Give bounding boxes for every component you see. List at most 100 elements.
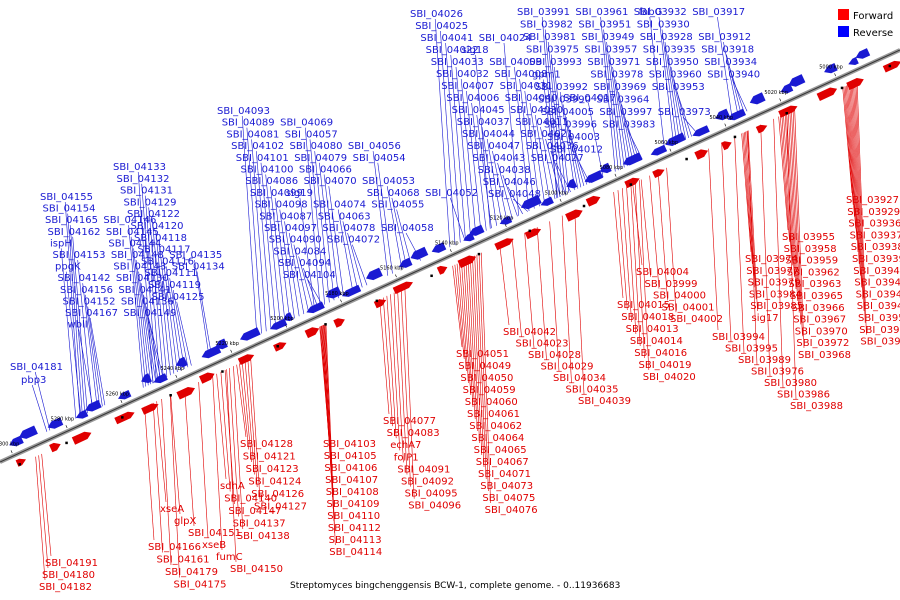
forward-leader-line: [239, 363, 250, 450]
forward-gene-label: SBI_03968: [798, 350, 851, 361]
forward-leader-line: [613, 192, 624, 299]
reverse-gene-label: SBI_04098: [255, 200, 308, 211]
reverse-leader-line: [377, 162, 393, 274]
reverse-gene-label: SBI_04040: [505, 93, 558, 104]
forward-gene-label: SBI_04064: [471, 433, 524, 444]
reverse-gene-arrow: [118, 390, 132, 400]
reverse-gene-label: SBI_04087: [259, 211, 312, 222]
forward-gene-label: SBI_04123: [246, 464, 299, 475]
forward-gene-label: SBI_04002: [670, 314, 723, 325]
reverse-gene-label: SBI_04074: [313, 200, 366, 211]
forward-gene-arrow: [49, 442, 61, 453]
forward-gene-label: SBI_04124: [248, 477, 301, 488]
forward-leader-line: [469, 257, 480, 444]
reverse-gene-label: SBI_04070: [304, 176, 357, 187]
forward-gene-label: SBI_04180: [42, 570, 95, 581]
forward-leader-line: [170, 394, 181, 515]
reverse-gene-label: SBI_03990: [538, 95, 591, 106]
reverse-leader-line: [547, 41, 564, 196]
scale-tick-label: 5280 kbp: [51, 417, 75, 423]
forward-gene-arrow: [694, 149, 708, 160]
reverse-leader-line: [82, 283, 98, 409]
forward-gene-label: SBI_04029: [541, 362, 594, 373]
reverse-leader-line: [307, 279, 323, 306]
forward-gene-label: sig17: [752, 313, 779, 324]
reverse-gene-label: SBI_04162: [48, 227, 101, 238]
forward-leader-line: [467, 258, 478, 432]
forward-leader-line: [458, 262, 469, 384]
forward-gene-label: SBI_03999: [645, 279, 698, 290]
forward-gene-label: SBI_03966: [792, 303, 845, 314]
reverse-gene-arrow: [85, 399, 102, 412]
forward-leader-line: [476, 254, 487, 480]
reverse-gene-label: ispH: [50, 238, 72, 249]
reverse-gene-label: SBI_04093: [217, 106, 270, 117]
forward-gene-arrow: [652, 169, 665, 178]
reverse-leader-line: [293, 244, 309, 313]
reverse-gene-arrow: [282, 312, 294, 322]
reverse-leader-line: [664, 41, 680, 143]
reverse-leader-line: [246, 127, 262, 334]
forward-leader-line: [478, 253, 489, 492]
forward-gene-label: SBI_04023: [516, 339, 569, 350]
forward-leader-line: [233, 366, 244, 530]
reverse-leader-line: [471, 102, 487, 231]
reverse-gene-label: SBI_04012: [550, 145, 603, 156]
forward-leader-line: [549, 221, 560, 372]
forward-gene-label: SBI_04092: [401, 477, 454, 488]
forward-gene-label: folP1: [394, 452, 419, 463]
forward-gene-label: SBI_04014: [630, 336, 683, 347]
scale-tick: [504, 224, 507, 228]
forward-leader-line: [379, 299, 390, 415]
reverse-leader-line: [148, 317, 164, 379]
reverse-gene-label: SBI_04032: [436, 69, 489, 80]
reverse-gene-label: SBI_03950: [646, 57, 699, 68]
forward-gene-label: SBI_04076: [485, 505, 538, 516]
reverse-leader-line: [172, 289, 189, 368]
reverse-leader-line: [606, 41, 622, 169]
scale-tick-label: 5180 kbp: [325, 291, 349, 297]
reverse-gene-label: SBI_04101: [236, 153, 289, 164]
forward-leader-line: [472, 256, 483, 456]
reverse-gene-arrow: [215, 338, 228, 350]
forward-gene-label: SBI_04108: [326, 487, 379, 498]
reverse-gene-label: SBI_04148: [111, 250, 164, 261]
forward-gene-arrow: [199, 372, 215, 384]
reverse-gene-label: SBI_04144: [108, 238, 161, 249]
forward-gene-label: SBI_03970: [795, 326, 848, 337]
reverse-gene-label: fabG: [639, 7, 663, 18]
reverse-leader-line: [165, 266, 182, 371]
forward-gene-label: SBI_04062: [469, 421, 522, 432]
reverse-gene-label: wblI: [68, 320, 88, 331]
forward-leader-line: [452, 265, 463, 348]
reverse-gene-label: SBI_04130: [116, 273, 169, 284]
reverse-gene-arrow: [824, 63, 838, 74]
reverse-leader-line: [270, 186, 286, 323]
reverse-gene-arrow: [153, 373, 168, 384]
forward-leader-line: [778, 116, 789, 231]
forward-gene-label: SBI_04050: [460, 373, 513, 384]
forward-leader-line: [743, 132, 754, 276]
reverse-gene-label: SBI_04122: [127, 209, 180, 220]
forward-gene-arrow: [141, 403, 159, 415]
scale-tick-label: 5080 kbp: [600, 165, 624, 171]
reverse-gene-label: SBI_04072: [327, 235, 380, 246]
reverse-gene-label: SBI_03973: [658, 107, 711, 118]
legend-reverse-label: Reverse: [853, 28, 893, 39]
legend-forward-swatch: [838, 9, 849, 20]
reverse-gene-label: SBI_04080: [290, 141, 343, 152]
reverse-gene-label: SBI_04111: [145, 268, 198, 279]
reverse-gene-label: SBI_04033: [431, 57, 484, 68]
reverse-gene-label: SBI_04006: [446, 93, 499, 104]
reverse-leader-line: [729, 66, 745, 113]
reverse-leader-line: [144, 195, 161, 381]
reverse-leader-line: [513, 198, 529, 212]
reverse-gene-label: SBI_04094: [278, 258, 331, 269]
reverse-leader-line: [155, 230, 171, 376]
reverse-gene-label: SBI_04031: [500, 81, 553, 92]
forward-gene-arrow: [114, 411, 135, 425]
reverse-gene-arrow: [398, 257, 413, 268]
forward-gene-label: SBI_04091: [397, 464, 450, 475]
reverse-leader-line: [503, 42, 519, 216]
reverse-gene-label: SBI_04026: [410, 9, 463, 20]
